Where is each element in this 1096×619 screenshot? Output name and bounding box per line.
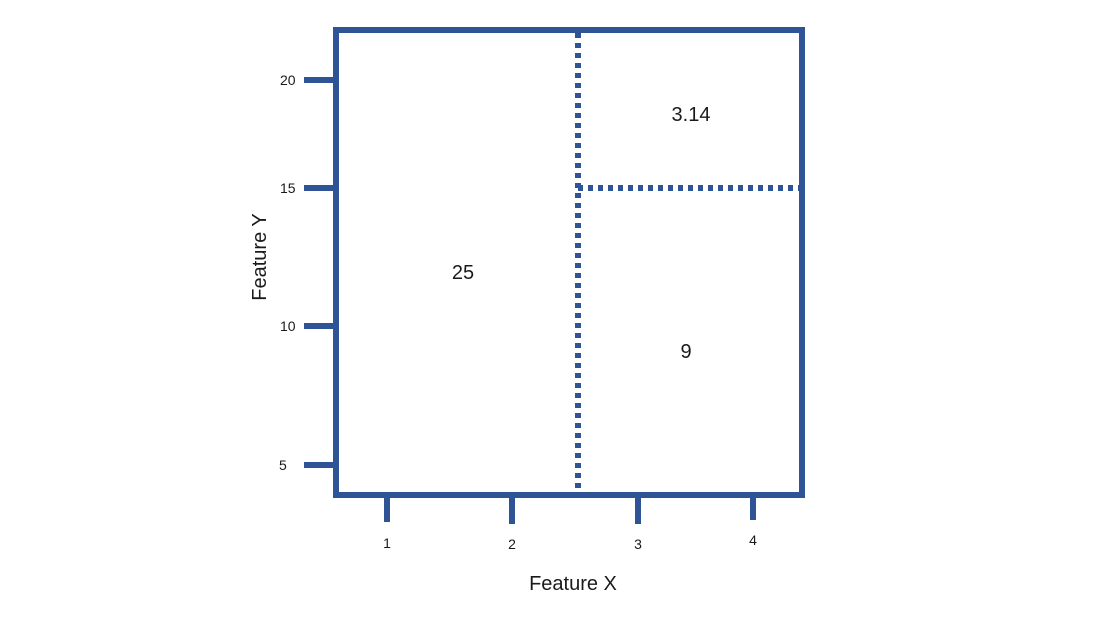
y-tick-label-15: 15 [280, 180, 296, 196]
y-tick-label-10: 10 [280, 318, 296, 334]
x-tick-label-4: 4 [749, 532, 757, 548]
region-bottom-right-value: 9 [680, 341, 691, 363]
x-tick-label-1: 1 [383, 535, 391, 551]
plot-frame [333, 27, 805, 498]
region-top-right-value: 3.14 [672, 104, 711, 126]
y-tick-label-5: 5 [279, 457, 287, 473]
x-tick-label-3: 3 [634, 536, 642, 552]
y-tick-label-20: 20 [280, 72, 296, 88]
x-axis-label: Feature X [529, 573, 617, 595]
x-tick-label-2: 2 [508, 536, 516, 552]
region-left-value: 25 [452, 262, 474, 284]
y-axis-label: Feature Y [249, 213, 271, 300]
